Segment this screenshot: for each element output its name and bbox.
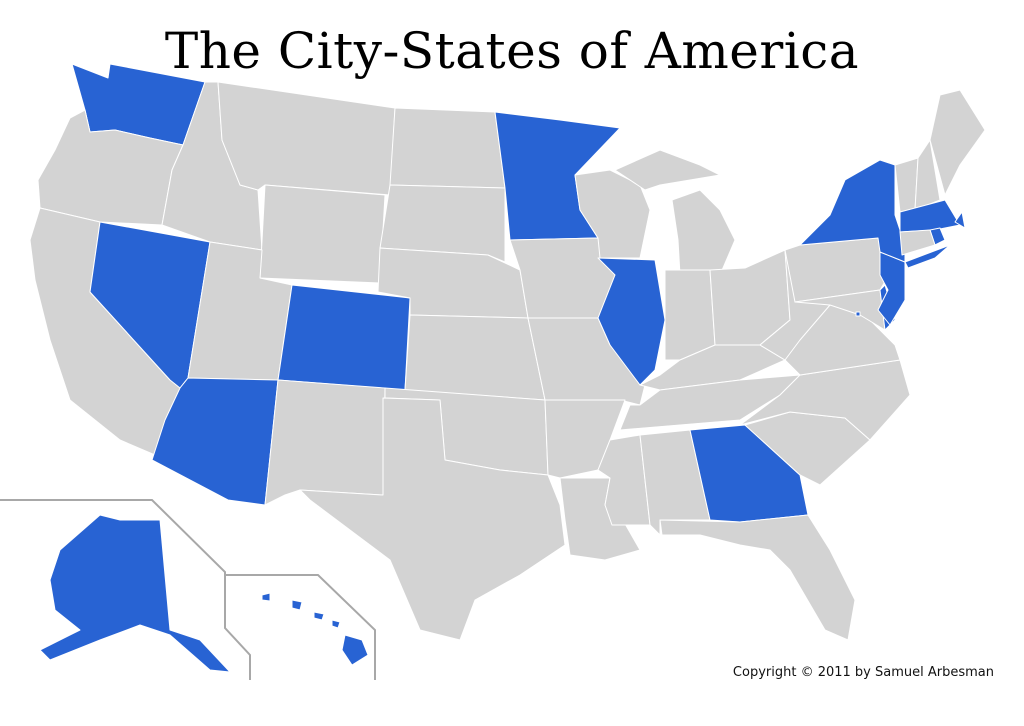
state-hi: [261, 592, 369, 666]
state-me: [929, 89, 986, 196]
state-shape-hi: [331, 619, 341, 629]
state-shape-dc: [855, 311, 861, 317]
map-title: The City-States of America: [164, 22, 860, 80]
state-shape-wi: [574, 169, 651, 259]
state-mi: [614, 149, 736, 276]
state-shape-vt: [894, 157, 919, 213]
alaska-inset-border: [0, 499, 251, 680]
state-ak: [39, 514, 231, 673]
state-wi: [574, 169, 651, 259]
state-shape-ct: [899, 229, 936, 256]
state-shape-tx: [299, 397, 566, 641]
state-shape-in: [664, 269, 716, 361]
state-ny: [799, 159, 951, 269]
state-vt: [894, 157, 919, 213]
state-dc: [855, 311, 861, 317]
state-shape-md: [794, 289, 886, 331]
state-shape-nd: [389, 107, 506, 189]
state-ct: [899, 229, 936, 256]
state-shape-hi: [291, 599, 303, 611]
state-shape-mi: [614, 149, 721, 191]
state-shape-hi: [261, 592, 271, 602]
copyright-notice: Copyright © 2011 by Samuel Arbesman: [732, 665, 994, 680]
state-nd: [389, 107, 506, 189]
hawaii-inset-border: [225, 574, 376, 680]
state-shape-fl: [659, 514, 856, 641]
state-shape-ma: [954, 211, 966, 229]
state-shape-wy: [259, 184, 386, 284]
state-shape-mi: [671, 189, 736, 276]
state-md: [794, 289, 886, 331]
state-ma: [899, 199, 966, 233]
state-shape-hi: [313, 611, 325, 621]
state-wy: [259, 184, 386, 284]
state-fl: [659, 514, 856, 641]
state-nm: [264, 379, 386, 506]
state-shape-nj: [877, 251, 906, 326]
state-shape-ny: [799, 159, 906, 263]
state-ks: [404, 314, 546, 401]
state-shape-ks: [404, 314, 546, 401]
state-shape-me: [929, 89, 986, 196]
state-shape-mt: [217, 81, 396, 196]
state-shape-co: [277, 284, 411, 391]
state-shape-nm: [264, 379, 386, 506]
state-shape-ma: [899, 199, 961, 233]
state-in: [664, 269, 716, 361]
state-shape-ak: [39, 514, 231, 673]
state-shape-nh: [914, 139, 941, 211]
state-shape-ny: [904, 244, 951, 269]
state-co: [277, 284, 411, 391]
state-nh: [914, 139, 941, 211]
state-tx: [299, 397, 566, 641]
state-nj: [877, 251, 906, 326]
state-mt: [217, 81, 396, 196]
state-shape-hi: [341, 634, 369, 666]
